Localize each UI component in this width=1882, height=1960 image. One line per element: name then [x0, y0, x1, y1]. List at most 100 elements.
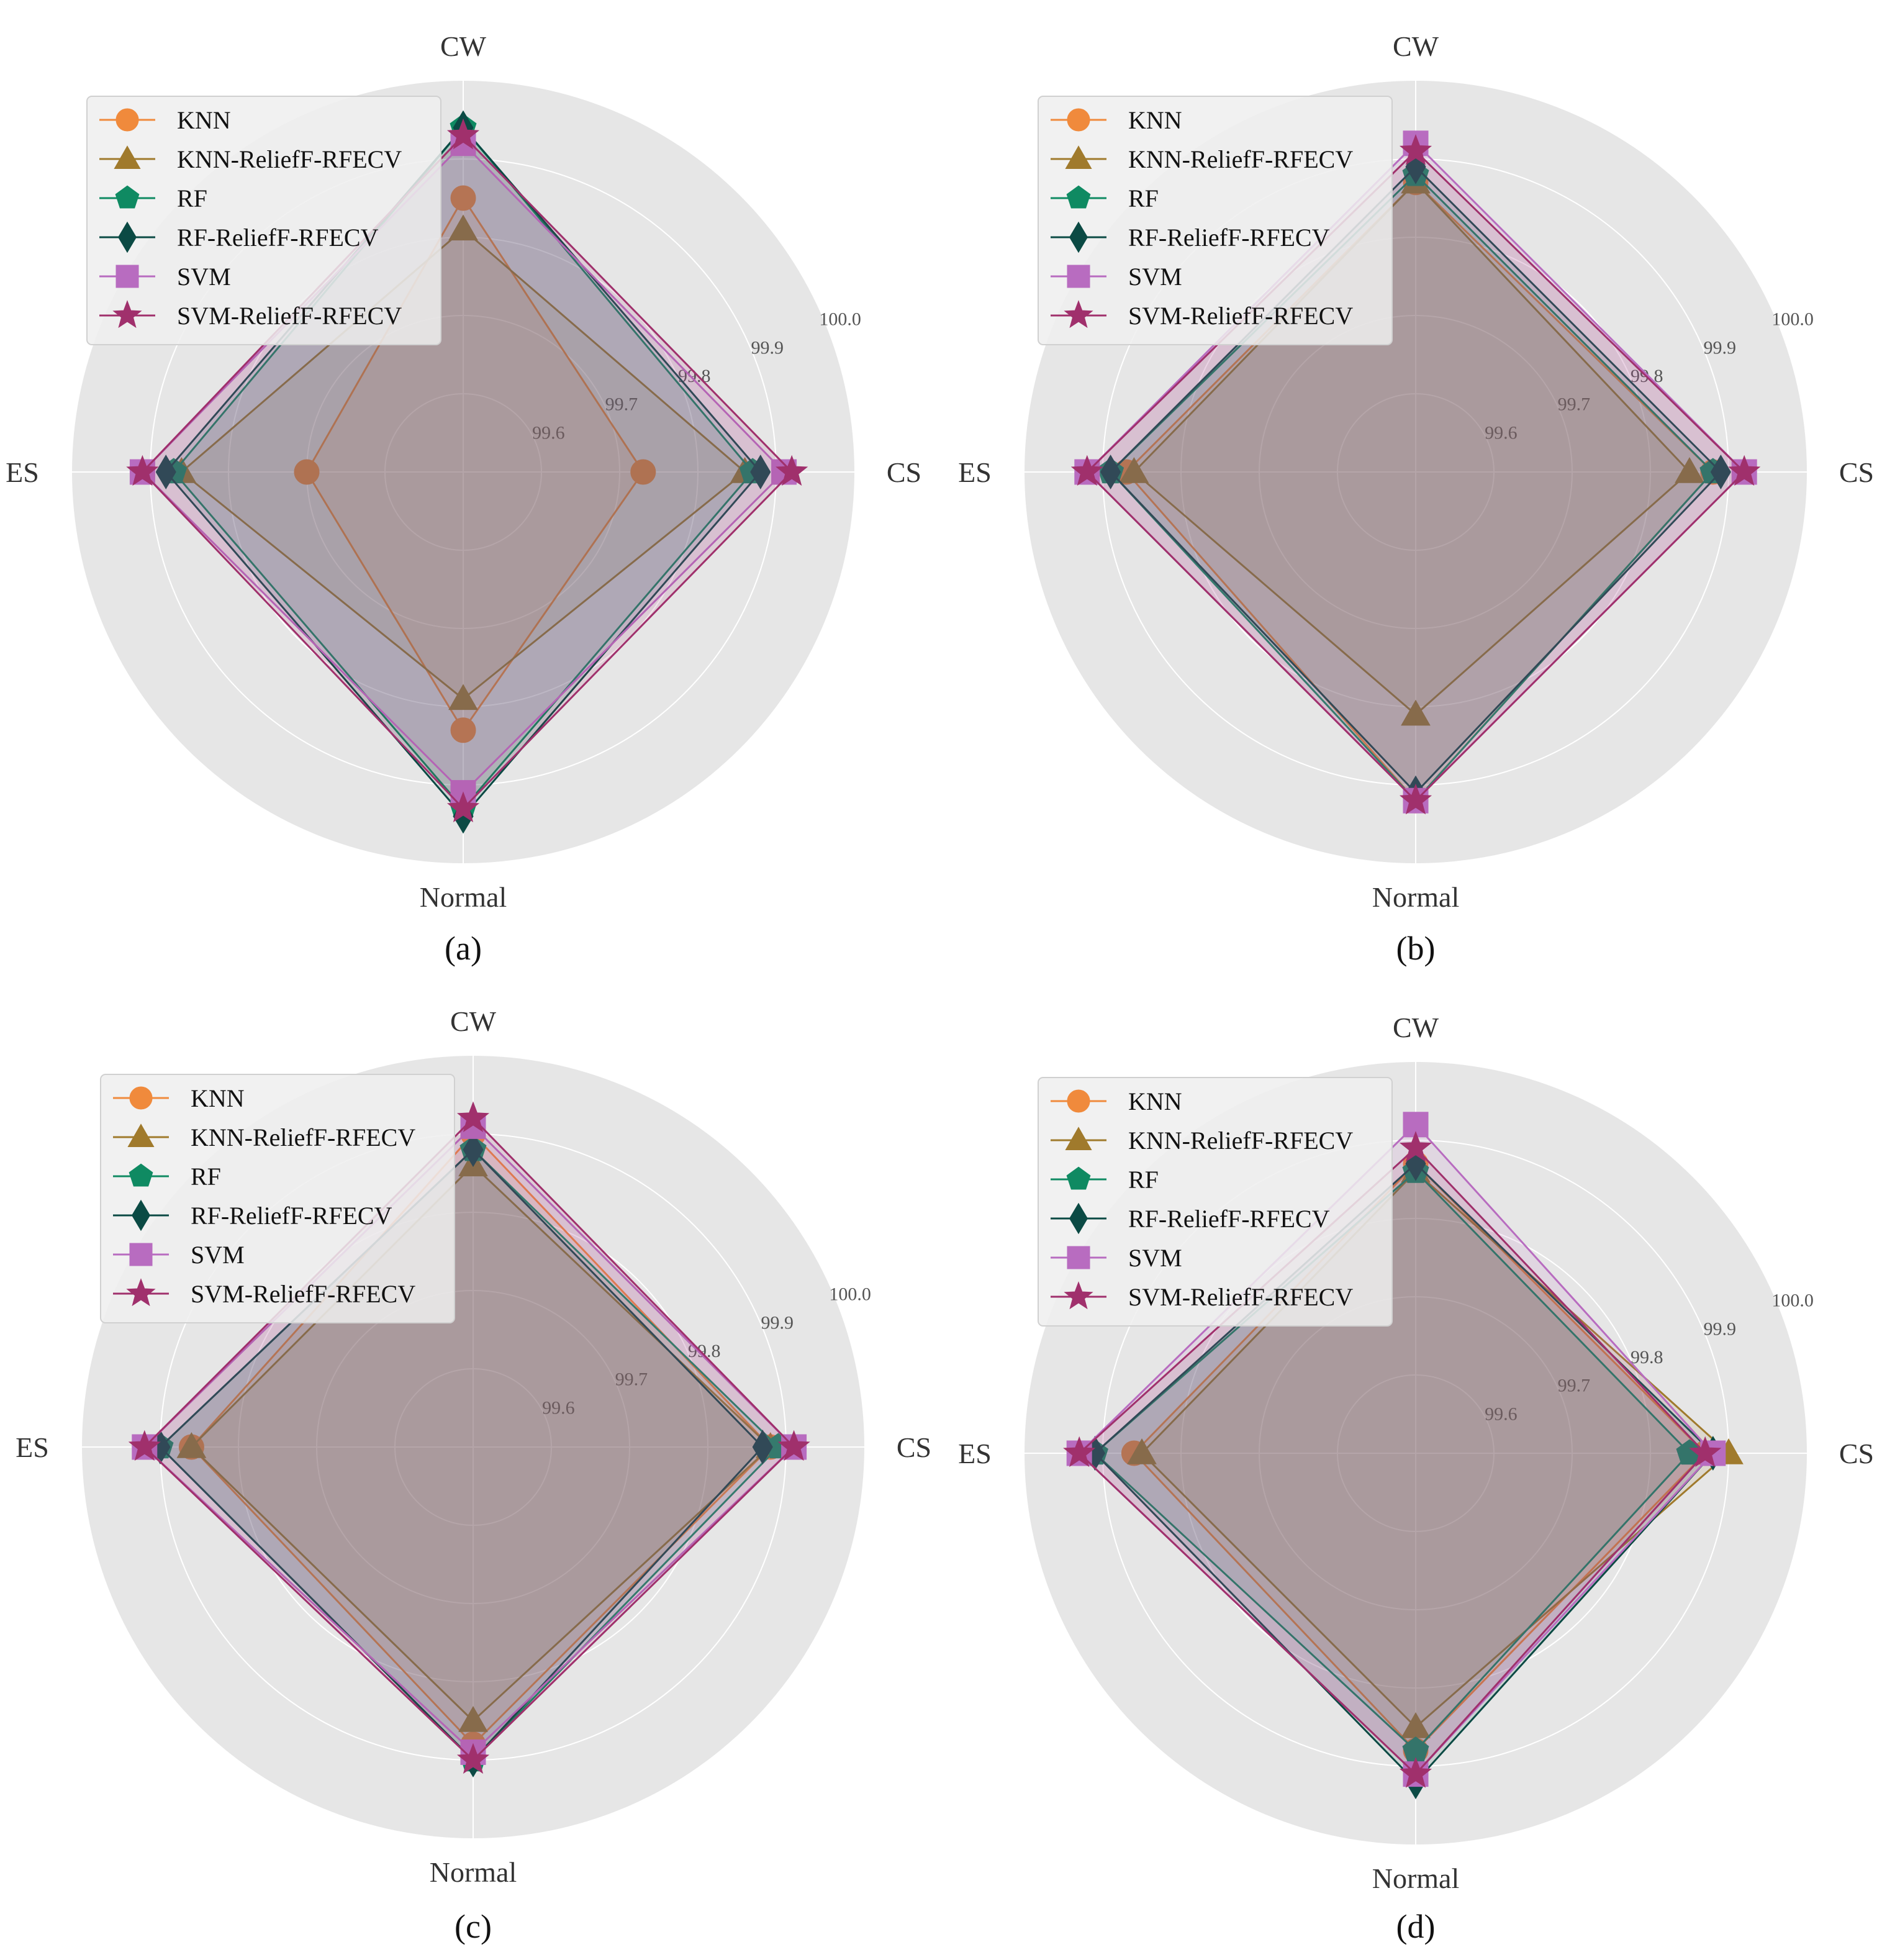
- axis-label-cs: CS: [1839, 456, 1874, 488]
- legend-label-knn-relieff-rfecv: KNN-ReliefF-RFECV: [177, 145, 402, 173]
- radial-tick-label: 99.9: [761, 1312, 794, 1333]
- legend-marker-svm: [129, 1243, 153, 1266]
- radar-panel-c: 99.699.799.899.9100.0CWCSNormalESKNNKNN-…: [16, 1005, 931, 1945]
- legend-marker-knn-relieff-rfecv: [1065, 145, 1092, 170]
- radial-tick-label: 99.7: [615, 1369, 648, 1390]
- panel-label: (c): [455, 1908, 492, 1945]
- legend-marker-rf-relieff-rfecv: [118, 221, 137, 253]
- data-point-svm-relieff-rfecv-es: [126, 455, 159, 486]
- data-point-svm-relieff-rfecv-normal: [1399, 1757, 1432, 1788]
- data-point-svm-relieff-rfecv-cs: [777, 1430, 810, 1461]
- legend-marker-knn-relieff-rfecv: [127, 1123, 155, 1148]
- legend-box: [100, 1074, 455, 1323]
- legend-label-knn: KNN: [1128, 106, 1182, 134]
- radar-panel-d: 99.6 99.7 99.8 99.9 100.0 CW CS Normal ES KNN KNN-…: [958, 1012, 1874, 1945]
- data-point-knn-cs: [630, 459, 656, 485]
- legend-marker-knn-relieff-rfecv: [1065, 1127, 1092, 1151]
- legend-label-rf-relieff-rfecv: RF-ReliefF-RFECV: [1128, 1205, 1330, 1233]
- panel-label: (b): [1396, 930, 1436, 967]
- legend-label-knn: KNN: [1128, 1087, 1182, 1115]
- data-point-svm-relieff-rfecv-es: [128, 1430, 161, 1461]
- axis-label-cs: CS: [1839, 1438, 1874, 1469]
- axis-label-cs: CS: [887, 456, 921, 488]
- radial-tick-label: 100.0: [819, 309, 861, 330]
- data-point-svm-relieff-rfecv-cw: [456, 1101, 490, 1132]
- radial-tick-label: 99.9: [751, 337, 784, 358]
- data-point-knn-normal: [450, 717, 476, 743]
- data-point-rf-relieff-rfecv-cs: [752, 1430, 773, 1464]
- data-point-rf-relieff-rfecv-es: [1100, 455, 1121, 489]
- legend-marker-svm: [1067, 265, 1090, 288]
- legend: KNN KNN-ReliefF-RFECV RF RF-ReliefF-RFECV SV…: [1038, 1077, 1393, 1327]
- axis-label-normal: Normal: [1372, 1862, 1460, 1894]
- radial-tick-label: 99.6: [1485, 1404, 1518, 1424]
- data-point-knn-relieff-rfecv-es: [176, 1431, 207, 1458]
- axis-label-normal: Normal: [430, 1856, 517, 1888]
- radial-tick-label: 99.7: [605, 394, 638, 415]
- axis-label-cw: CW: [440, 30, 487, 62]
- legend-marker-rf: [1066, 185, 1091, 209]
- legend-marker-knn-relieff-rfecv: [114, 145, 141, 170]
- data-point-svm-relieff-rfecv-es: [1070, 455, 1103, 486]
- legend-marker-rf-relieff-rfecv: [1069, 221, 1088, 253]
- axis-label-es: ES: [6, 456, 39, 488]
- legend: KNN KNN-ReliefF-RFECV RF RF-ReliefF-RFECV SV…: [100, 1074, 455, 1323]
- data-point-knn-relieff-rfecv-cs: [1675, 456, 1704, 483]
- legend-marker-svm-relieff-rfecv: [112, 300, 142, 329]
- legend-label-svm-relieff-rfecv: SVM-ReliefF-RFECV: [191, 1280, 415, 1308]
- legend-label-knn: KNN: [191, 1084, 245, 1112]
- panel-label: (a): [445, 930, 482, 967]
- axis-label-normal: Normal: [1372, 881, 1460, 913]
- legend-marker-svm: [1067, 1246, 1090, 1269]
- legend-marker-rf: [1066, 1166, 1091, 1190]
- legend-label-rf: RF: [177, 184, 207, 212]
- radial-tick-label: 99.8: [1631, 1347, 1663, 1368]
- radial-tick-label: 99.7: [1558, 1376, 1591, 1396]
- radial-tick-label: 99.6: [542, 1397, 575, 1418]
- legend: KNN KNN-ReliefF-RFECV RF RF-ReliefF-RFECV SV…: [86, 96, 441, 345]
- data-point-rf-relieff-rfecv-es: [155, 455, 176, 489]
- data-point-rf-relieff-rfecv-cs: [750, 455, 771, 489]
- legend-marker-rf: [115, 185, 140, 209]
- radial-tick-label: 100.0: [829, 1284, 871, 1305]
- axis-label-cw: CW: [1393, 30, 1439, 62]
- legend-marker-rf: [129, 1163, 153, 1187]
- legend-label-knn-relieff-rfecv: KNN-ReliefF-RFECV: [1128, 1127, 1353, 1155]
- legend-label-rf-relieff-rfecv: RF-ReliefF-RFECV: [177, 224, 379, 252]
- radial-tick-label: 99.7: [1558, 394, 1591, 415]
- legend-marker-knn: [129, 1086, 153, 1110]
- axis-label-cs: CS: [897, 1431, 931, 1463]
- legend-marker-svm-relieff-rfecv: [1064, 1281, 1093, 1310]
- legend-label-knn: KNN: [177, 106, 231, 134]
- legend-box: [1038, 1077, 1393, 1327]
- legend-label-svm: SVM: [1128, 263, 1182, 291]
- axis-label-normal: Normal: [420, 881, 507, 913]
- data-point-knn-relieff-rfecv-es: [1127, 1438, 1157, 1464]
- axis-label-cw: CW: [1393, 1012, 1439, 1043]
- legend-label-rf: RF: [191, 1163, 221, 1191]
- legend-marker-svm-relieff-rfecv: [1064, 300, 1093, 329]
- legend-marker-rf-relieff-rfecv: [132, 1199, 150, 1232]
- legend-label-svm-relieff-rfecv: SVM-ReliefF-RFECV: [1128, 302, 1353, 330]
- data-point-knn-relieff-rfecv-normal: [458, 1705, 488, 1732]
- axis-label-es: ES: [958, 456, 992, 488]
- legend-label-rf-relieff-rfecv: RF-ReliefF-RFECV: [1128, 224, 1330, 252]
- data-point-rf-relieff-rfecv-cs: [1710, 455, 1731, 489]
- data-point-knn-cw: [450, 185, 476, 211]
- radial-tick-label: 99.6: [532, 422, 565, 443]
- radial-tick-label: 99.9: [1703, 337, 1736, 358]
- legend-box: [86, 96, 441, 345]
- legend-label-svm-relieff-rfecv: SVM-ReliefF-RFECV: [177, 302, 402, 330]
- legend-marker-svm-relieff-rfecv: [126, 1278, 156, 1307]
- data-point-knn-relieff-rfecv-normal: [448, 684, 478, 710]
- data-point-rf-relieff-rfecv-cw: [463, 1132, 484, 1168]
- panel-label: (d): [1396, 1908, 1436, 1945]
- legend-box: [1038, 96, 1393, 345]
- radial-tick-label: 100.0: [1771, 309, 1814, 330]
- axis-label-es: ES: [16, 1431, 49, 1463]
- legend-marker-knn: [1067, 108, 1090, 132]
- data-point-knn-relieff-rfecv-es: [1119, 456, 1149, 483]
- data-point-svm-relieff-rfecv-cw: [1399, 134, 1432, 165]
- legend-label-rf: RF: [1128, 1166, 1159, 1194]
